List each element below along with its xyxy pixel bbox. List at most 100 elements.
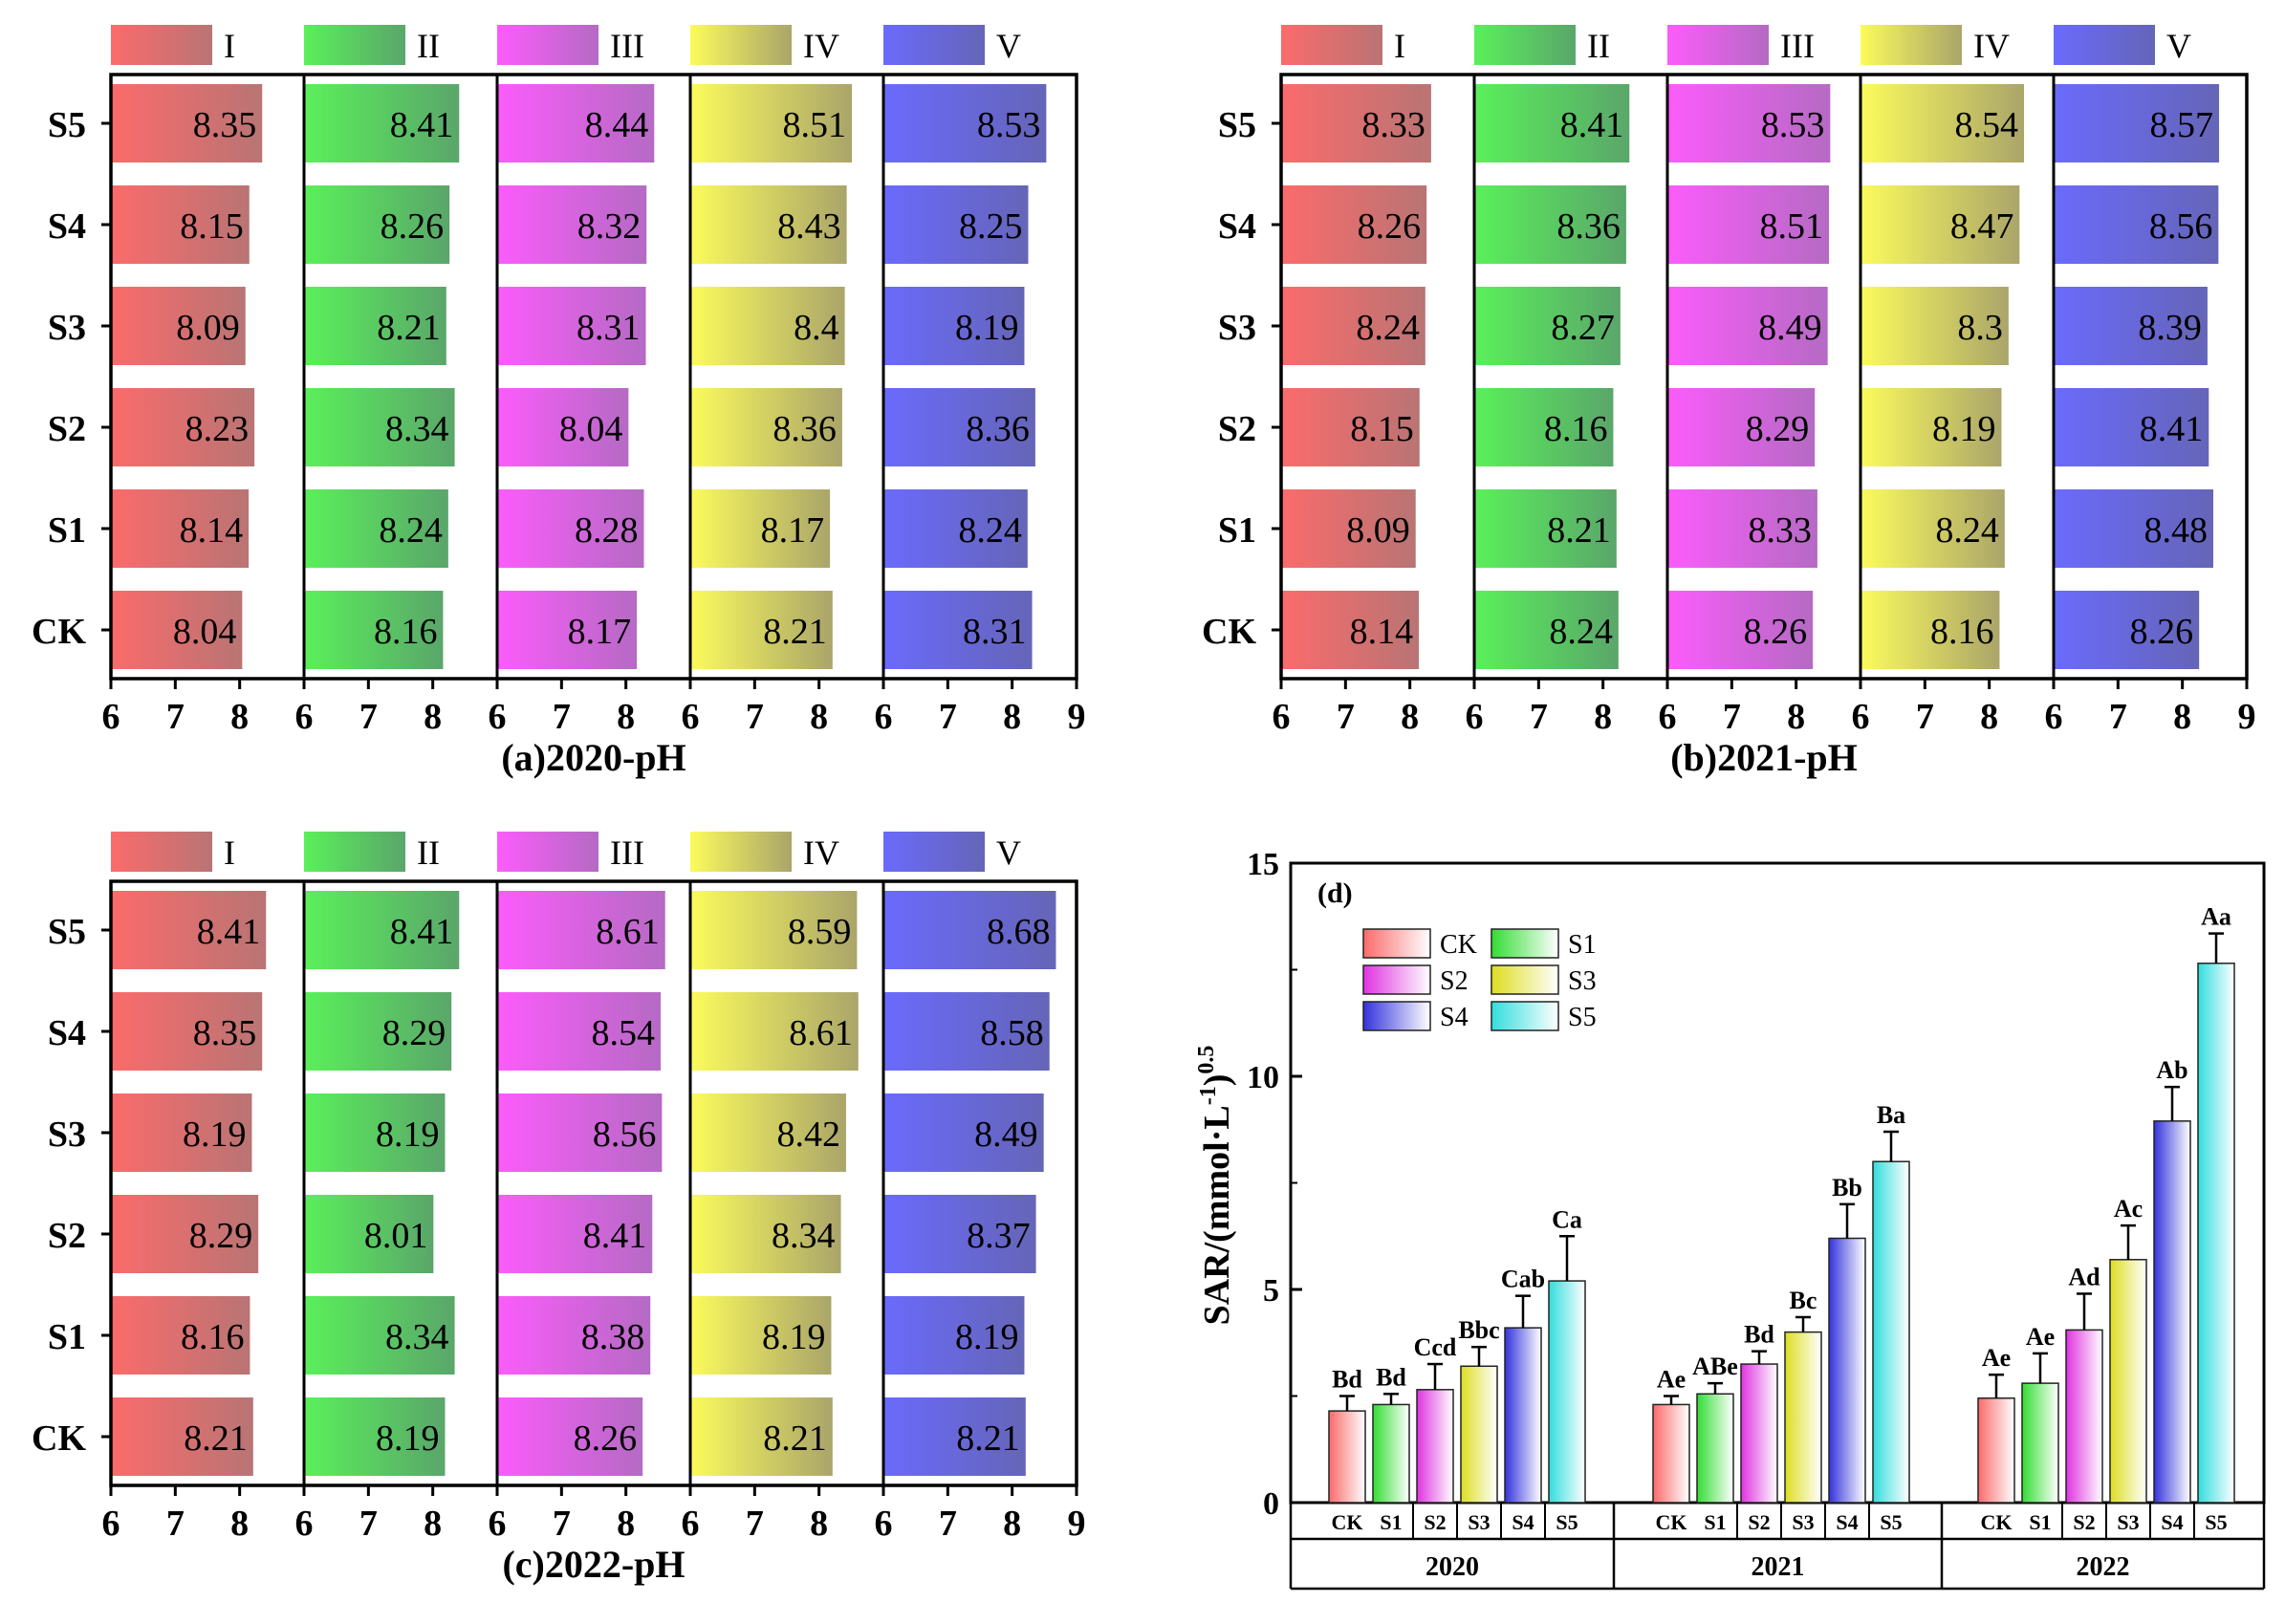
value-label: 8.24 [958, 510, 1022, 551]
value-label: 8.14 [1350, 612, 1414, 652]
bar [111, 287, 246, 365]
table-category-label: S5 [2205, 1510, 2227, 1534]
x-tick-label: 7 [166, 697, 185, 737]
table-category-label: S4 [1836, 1510, 1858, 1534]
bar [2054, 591, 2200, 669]
value-label: 8.49 [974, 1115, 1038, 1155]
table-category-label: S2 [2073, 1510, 2095, 1534]
value-label: 8.41 [583, 1216, 647, 1256]
value-label: 8.19 [762, 1317, 826, 1357]
value-label: 8.34 [385, 1317, 449, 1357]
bar [2197, 963, 2235, 1504]
bar [111, 1397, 253, 1476]
category-label: S5 [48, 105, 86, 145]
legend-label-CK: CK [1440, 930, 1477, 960]
significance-label: Aa [2201, 903, 2231, 931]
value-label: 8.36 [1556, 206, 1621, 247]
panel-d: 0 5 10 15 SAR/(mmol·L-1)0.5 (d) CK S1 S2 S3 S4 S5 Bd… [1194, 847, 2266, 1591]
panel-label: (d) [1317, 877, 1353, 909]
value-label: 8.35 [193, 1013, 257, 1053]
value-label: 8.35 [193, 105, 257, 145]
bar [304, 388, 455, 466]
category-label: S4 [1218, 206, 1256, 247]
x-tick-label: 6 [1466, 697, 1484, 737]
value-label: 8.24 [1935, 510, 1999, 551]
table-category-label: CK [1332, 1510, 1363, 1534]
bar [1281, 388, 1420, 466]
bar [883, 489, 1028, 568]
category-label: S2 [48, 1216, 86, 1256]
x-tick-label: 6 [489, 1504, 507, 1544]
significance-label: Bd [1744, 1321, 1774, 1349]
value-label: 8.21 [956, 1418, 1020, 1459]
table-category-label: CK [1656, 1510, 1687, 1534]
x-tick-label: 7 [746, 1504, 764, 1544]
x-tick-label: 8 [617, 1504, 635, 1544]
table-category-label: S4 [1512, 1510, 1534, 1534]
value-label: 8.15 [1350, 409, 1414, 449]
value-label: 8.33 [1361, 105, 1425, 145]
bar [883, 287, 1025, 365]
value-label: 8.51 [1760, 206, 1824, 247]
table-category-label: S5 [1880, 1510, 1902, 1534]
x-tick-label: 6 [875, 1504, 893, 1544]
significance-label: ABe [1692, 1353, 1738, 1380]
bar [1474, 84, 1630, 162]
significance-label: Ae [2026, 1323, 2055, 1351]
y-tick-label: 5 [1263, 1273, 1279, 1309]
x-tick-label: 9 [1068, 1504, 1086, 1544]
y-axis-label-mid: ) [1197, 1074, 1237, 1087]
bar [883, 1397, 1026, 1476]
bar [1281, 287, 1425, 365]
legend-swatch-I [1281, 25, 1382, 65]
bar [304, 992, 452, 1071]
x-tick-label: 8 [1401, 697, 1419, 737]
bar [883, 185, 1029, 264]
panel-title: (a)2020-pH [501, 736, 686, 779]
value-label: 8.37 [967, 1216, 1031, 1256]
value-label: 8.32 [577, 206, 642, 247]
value-label: 8.57 [2150, 105, 2214, 145]
category-label: S4 [48, 1013, 86, 1053]
panel-title: (b)2021-pH [1670, 736, 1858, 779]
value-label: 8.21 [763, 1418, 827, 1459]
value-label: 8.42 [776, 1115, 840, 1155]
bar [111, 891, 267, 969]
value-label: 8.26 [381, 206, 445, 247]
value-label: 8.31 [963, 612, 1027, 652]
bar [111, 489, 250, 568]
value-label: 8.16 [1544, 409, 1608, 449]
bar [883, 388, 1035, 466]
legend-swatch-III [497, 25, 598, 65]
legend-label-I: I [224, 27, 235, 65]
bar [497, 1397, 643, 1476]
bar [497, 287, 646, 365]
x-tick-label: 8 [230, 697, 249, 737]
value-label: 8.26 [1744, 612, 1808, 652]
bar [1652, 1403, 1690, 1504]
value-label: 8.16 [1930, 612, 1994, 652]
value-label: 8.59 [788, 912, 852, 952]
bar [1474, 489, 1617, 568]
x-tick-label: 6 [682, 1504, 700, 1544]
y-tick-label: 0 [1263, 1486, 1279, 1522]
panel-frame [109, 879, 1078, 1487]
value-label: 8.58 [980, 1013, 1044, 1053]
significance-label: Ae [1657, 1366, 1686, 1394]
bar [1977, 1397, 2015, 1504]
x-tick-label: 6 [875, 697, 893, 737]
value-label: 8.26 [2130, 612, 2194, 652]
value-label: 8.68 [987, 912, 1051, 952]
legend-swatch-I [111, 832, 212, 872]
bar [1861, 185, 2020, 264]
value-label: 8.34 [385, 409, 449, 449]
category-label: CK [1202, 612, 1256, 652]
table-category-label: S3 [1468, 1510, 1490, 1534]
x-tick-label: 6 [102, 1504, 120, 1544]
x-tick-label: 7 [939, 697, 957, 737]
y-axis-label-sup: -1 [1196, 1086, 1221, 1105]
bar [1281, 591, 1420, 669]
legend-swatch-S2 [1362, 964, 1431, 995]
value-label: 8.01 [364, 1216, 428, 1256]
x-tick-label: 8 [230, 1504, 249, 1544]
